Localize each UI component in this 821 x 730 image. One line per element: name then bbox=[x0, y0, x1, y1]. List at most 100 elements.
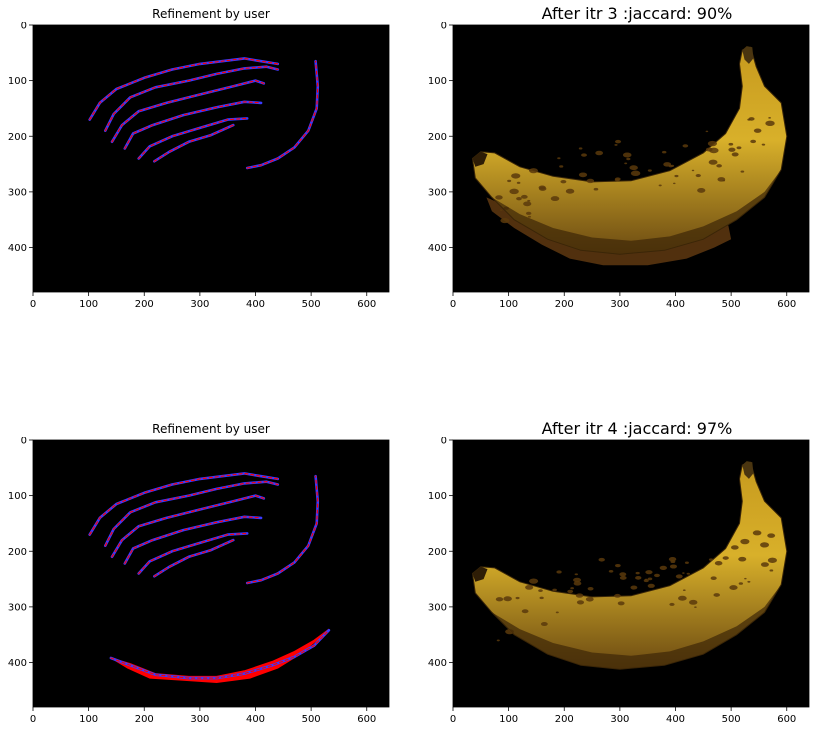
panel-4-chart: 0 100 200 300 400 500 600 0 100 200 300 400 bbox=[428, 437, 810, 725]
x-tick-label: 200 bbox=[135, 299, 154, 310]
banana-speckle bbox=[622, 152, 632, 158]
y-tick-label: 0 bbox=[441, 22, 447, 32]
banana-speckle bbox=[730, 545, 739, 550]
banana-speckle bbox=[608, 569, 614, 573]
x-tick-label: 100 bbox=[499, 714, 518, 725]
panel-3-title: Refinement by user bbox=[152, 422, 270, 436]
banana-speckle bbox=[624, 162, 628, 165]
panel-3-chart: 0 100 200 300 400 500 600 0 100 200 300 400 bbox=[8, 437, 390, 725]
banana-speckle bbox=[682, 572, 685, 574]
banana-speckle bbox=[705, 130, 709, 133]
banana-speckle bbox=[736, 146, 742, 150]
banana-speckle bbox=[747, 118, 751, 121]
banana-speckle bbox=[495, 195, 503, 200]
banana-speckle bbox=[614, 143, 618, 146]
banana-speckle bbox=[707, 140, 718, 147]
y-tick-label: 400 bbox=[428, 658, 447, 669]
banana-speckle bbox=[626, 157, 631, 161]
banana-speckle bbox=[635, 571, 640, 575]
banana-speckle bbox=[593, 187, 599, 191]
x-tick-label: 0 bbox=[30, 299, 36, 310]
banana-speckle bbox=[768, 117, 772, 119]
banana-speckle bbox=[567, 589, 574, 594]
banana-speckle bbox=[617, 601, 625, 606]
banana-speckle bbox=[565, 188, 575, 194]
banana-speckle bbox=[740, 170, 745, 173]
banana-speckle bbox=[509, 188, 519, 195]
scribble-stroke-core-2 bbox=[104, 481, 279, 547]
x-tick-label: 100 bbox=[79, 714, 98, 725]
banana-speckle bbox=[523, 201, 532, 207]
banana-speckle bbox=[658, 184, 662, 187]
banana-speckle bbox=[499, 209, 503, 211]
banana-speckle bbox=[557, 157, 561, 160]
x-tick-label: 400 bbox=[246, 714, 265, 725]
panel-2-title: After itr 3 :jaccard: 90% bbox=[541, 4, 733, 23]
banana-speckle bbox=[669, 564, 677, 569]
y-tick-label: 100 bbox=[8, 491, 27, 502]
scribble-stroke-core-4 bbox=[124, 101, 262, 150]
scribble-stroke-core-7 bbox=[246, 60, 319, 169]
banana-tip bbox=[472, 566, 488, 582]
banana-speckle bbox=[663, 162, 672, 167]
banana-speckle bbox=[647, 577, 653, 581]
scribble-stroke-core-4 bbox=[124, 516, 262, 565]
banana-speckle bbox=[521, 194, 528, 199]
banana-speckle bbox=[669, 602, 675, 606]
panel-1-chart: 0 100 200 300 400 500 600 0 100 200 300 400 bbox=[8, 22, 390, 310]
y-tick-label: 300 bbox=[8, 187, 27, 198]
banana-speckle bbox=[630, 170, 641, 177]
x-tick-label: 0 bbox=[30, 714, 36, 725]
banana-speckle bbox=[672, 182, 676, 185]
banana-speckle bbox=[760, 542, 770, 548]
banana-speckle bbox=[747, 580, 751, 583]
scribble-stroke-core-8 bbox=[110, 629, 330, 679]
banana-speckle bbox=[635, 576, 642, 580]
banana-speckle bbox=[578, 147, 583, 150]
y-tick-label: 400 bbox=[428, 243, 447, 254]
x-tick-label: 0 bbox=[450, 714, 456, 725]
x-tick-label: 600 bbox=[777, 714, 796, 725]
x-tick-label: 400 bbox=[666, 714, 685, 725]
banana-speckle bbox=[552, 588, 557, 592]
banana-speckle bbox=[527, 215, 532, 218]
panel-1-title: Refinement by user bbox=[152, 7, 270, 21]
banana-speckle bbox=[674, 174, 679, 178]
banana-speckle bbox=[630, 585, 638, 590]
banana-speckle bbox=[740, 538, 750, 545]
x-tick-label: 500 bbox=[722, 714, 741, 725]
banana-speckle bbox=[539, 596, 544, 600]
banana-speckle bbox=[614, 178, 620, 182]
banana-lower-edge bbox=[491, 169, 782, 255]
banana-speckle bbox=[521, 609, 529, 614]
y-tick-label: 200 bbox=[428, 132, 447, 143]
axes-frame bbox=[32, 439, 390, 708]
banana-speckle bbox=[714, 561, 723, 566]
y-tick-label: 300 bbox=[428, 602, 447, 613]
banana-speckle bbox=[675, 574, 683, 579]
x-tick-label: 600 bbox=[357, 299, 376, 310]
banana-speckle bbox=[670, 560, 676, 564]
banana-speckle bbox=[540, 622, 548, 627]
banana-speckle bbox=[728, 142, 734, 146]
banana-speckle bbox=[559, 165, 564, 168]
banana-lower-edge bbox=[491, 584, 782, 670]
banana-speckle bbox=[560, 180, 567, 184]
banana-speckle bbox=[728, 147, 736, 152]
x-tick-label: 100 bbox=[499, 299, 518, 310]
banana-speckle bbox=[643, 579, 649, 583]
banana-speckle bbox=[614, 593, 621, 598]
banana-speckle bbox=[761, 143, 766, 146]
banana-speckle bbox=[595, 150, 604, 156]
scribble-stroke-core-3 bbox=[111, 79, 265, 143]
banana-speckle bbox=[767, 557, 777, 563]
banana-speckle bbox=[647, 583, 655, 588]
banana-speckle bbox=[682, 589, 686, 592]
banana-speckle bbox=[722, 556, 729, 560]
banana-speckle bbox=[682, 144, 689, 148]
banana-speckle bbox=[550, 196, 560, 202]
banana-speckle bbox=[710, 576, 717, 580]
banana-speckle bbox=[689, 599, 698, 605]
banana-speckle bbox=[716, 164, 722, 168]
x-tick-label: 100 bbox=[79, 299, 98, 310]
